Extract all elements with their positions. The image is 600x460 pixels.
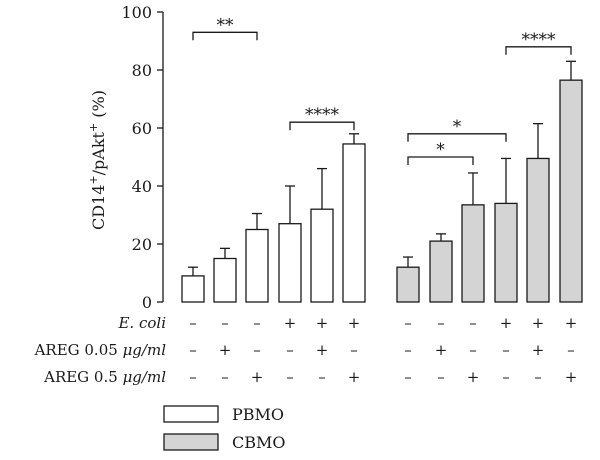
legend-label-pbmo: PBMO (232, 405, 284, 424)
bar-cbmo-5 (526, 157, 550, 303)
condition-sign-r1-c12: + (565, 314, 578, 332)
condition-sign-r3-c10: – (502, 368, 510, 386)
bar-pbmo-4 (278, 223, 302, 303)
condition-sign-r1-c1: – (189, 314, 197, 332)
legend-label-cbmo: CBMO (232, 433, 286, 452)
condition-sign-r3-c1: – (189, 368, 197, 386)
condition-sign-r2-c11: + (532, 341, 545, 359)
condition-sign-r3-c9: + (467, 368, 480, 386)
significance-brackets: ************ (192, 15, 572, 165)
significance-bracket-4 (407, 133, 507, 142)
significance-label-4: * (453, 117, 462, 137)
condition-label-areg-005: AREG 0.05 μg/ml (34, 341, 167, 359)
significance-label-3: * (436, 140, 445, 160)
condition-sign-r1-c8: – (437, 314, 445, 332)
condition-sign-r2-c6: – (350, 341, 358, 359)
condition-sign-r1-c11: + (532, 314, 545, 332)
condition-sign-r2-c7: – (404, 341, 412, 359)
condition-sign-r2-c4: – (286, 341, 294, 359)
condition-label-ecoli: E. coli (117, 314, 166, 332)
legend-swatch-pbmo (163, 405, 219, 423)
legend-swatch-cbmo (163, 433, 219, 451)
y-tick-label-0: 0 (142, 293, 152, 312)
condition-sign-r1-c3: – (253, 314, 261, 332)
condition-sign-r1-c7: – (404, 314, 412, 332)
y-tick-label-80: 80 (132, 61, 152, 80)
condition-sign-r2-c2: + (219, 341, 232, 359)
y-tick-label-100: 100 (121, 3, 152, 22)
condition-sign-r2-c5: + (316, 341, 329, 359)
condition-sign-r2-c12: – (567, 341, 575, 359)
y-axis: 0 20 40 60 80 100 (121, 3, 164, 312)
y-tick-label-40: 40 (132, 177, 152, 196)
condition-sign-r3-c3: + (251, 368, 264, 386)
condition-label-areg-05: AREG 0.5 μg/ml (43, 368, 166, 386)
condition-sign-r3-c11: – (534, 368, 542, 386)
condition-sign-r3-c7: – (404, 368, 412, 386)
condition-sign-r3-c12: + (565, 368, 578, 386)
condition-sign-r2-c3: – (253, 341, 261, 359)
condition-sign-r2-c10: – (502, 341, 510, 359)
bar-pbmo-3 (245, 228, 269, 303)
y-tick-label-60: 60 (132, 119, 152, 138)
bar-pbmo-5 (310, 208, 334, 303)
significance-label-5: **** (522, 30, 557, 50)
bar-cbmo-3 (461, 204, 485, 303)
condition-sign-r3-c2: – (221, 368, 229, 386)
significance-bracket-2 (289, 121, 355, 131)
condition-sign-r2-c8: + (435, 341, 448, 359)
y-axis-label: CD14+/pAkt+ (%) (87, 90, 108, 230)
condition-sign-r2-c1: – (189, 341, 197, 359)
bars (181, 60, 583, 303)
bar-pbmo-6 (342, 143, 366, 303)
condition-sign-r1-c4: + (284, 314, 297, 332)
bar-pbmo-1 (181, 275, 205, 303)
significance-label-2: **** (305, 105, 340, 125)
condition-table: E. coli AREG 0.05 μg/ml AREG 0.5 μg/ml –… (34, 314, 578, 386)
condition-sign-r3-c4: – (286, 368, 294, 386)
condition-sign-r3-c6: + (348, 368, 361, 386)
condition-sign-r2-c9: – (469, 341, 477, 359)
bar-cbmo-2 (429, 240, 453, 303)
significance-bracket-3 (407, 156, 474, 165)
condition-sign-r1-c6: + (348, 314, 361, 332)
condition-sign-r3-c8: – (437, 368, 445, 386)
legend: PBMO CBMO (163, 405, 286, 452)
condition-sign-r3-c5: – (318, 368, 326, 386)
significance-label-1: ** (217, 15, 235, 35)
condition-sign-r1-c9: – (469, 314, 477, 332)
condition-sign-r1-c5: + (316, 314, 329, 332)
y-tick-label-20: 20 (132, 235, 152, 254)
bar-cbmo-6 (559, 79, 583, 303)
significance-bracket-5 (505, 46, 572, 55)
condition-sign-r1-c2: – (221, 314, 229, 332)
significance-bracket-1 (192, 31, 258, 41)
bar-cbmo-4 (494, 202, 518, 303)
bar-cbmo-1 (396, 266, 420, 303)
condition-sign-r1-c10: + (500, 314, 513, 332)
bar-pbmo-2 (213, 257, 237, 303)
